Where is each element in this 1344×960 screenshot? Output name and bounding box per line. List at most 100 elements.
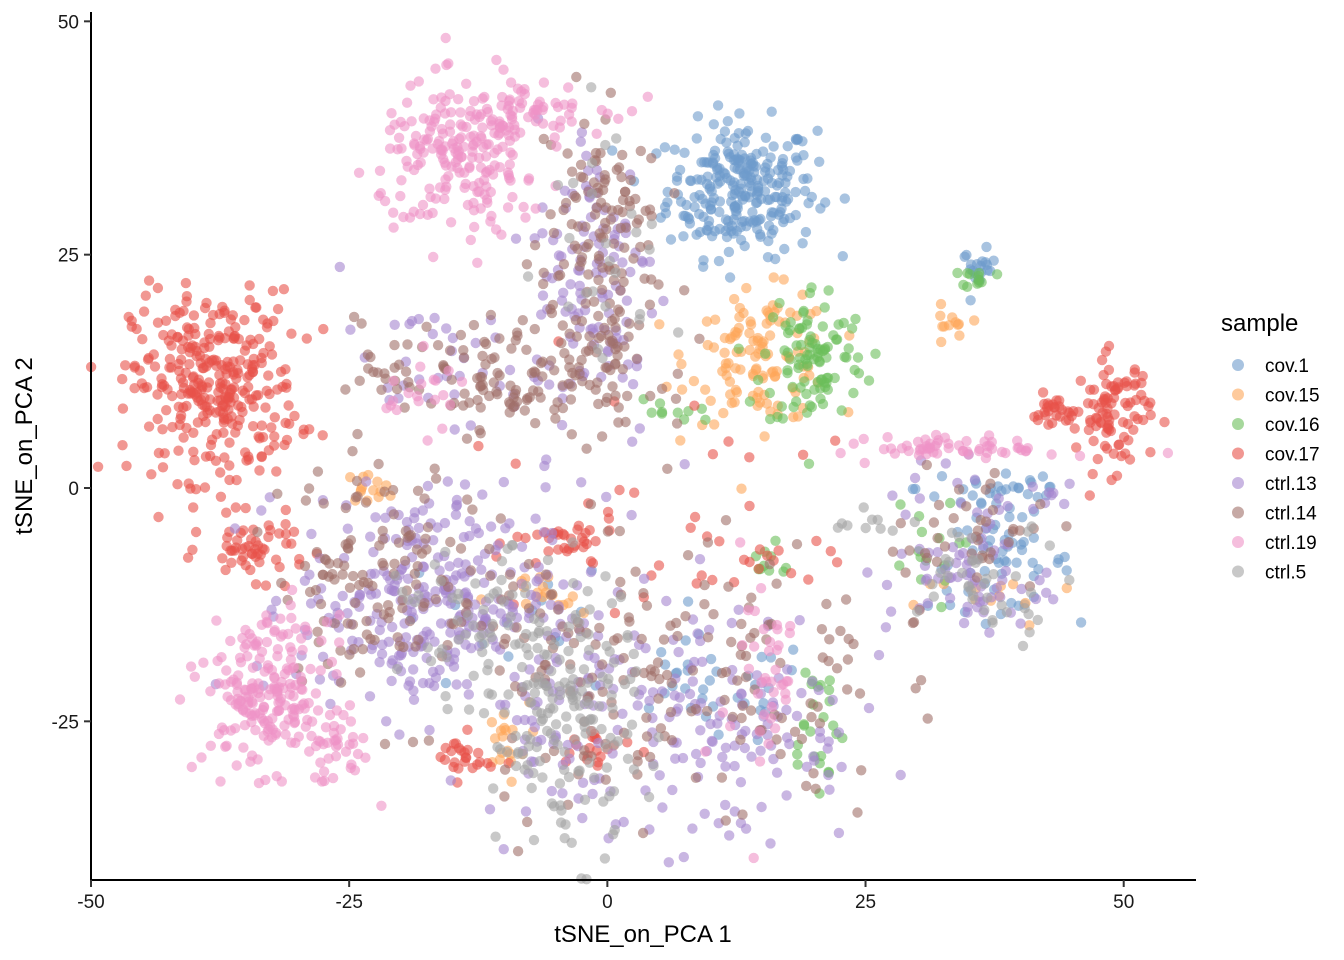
data-point <box>798 307 809 318</box>
data-point <box>479 189 490 200</box>
data-point <box>656 406 668 418</box>
data-point <box>601 491 612 503</box>
data-point <box>415 361 426 372</box>
data-point <box>259 544 270 555</box>
data-point <box>997 574 1008 586</box>
data-point <box>739 742 750 754</box>
data-point <box>538 77 550 88</box>
data-point <box>559 677 570 688</box>
data-point <box>635 145 646 157</box>
data-point <box>556 419 568 431</box>
data-point <box>622 737 633 748</box>
data-point <box>399 402 410 413</box>
data-point <box>1087 468 1098 480</box>
data-point <box>499 791 510 802</box>
data-point <box>442 703 453 715</box>
data-point <box>225 314 237 325</box>
data-point <box>808 768 819 779</box>
data-point <box>625 673 636 685</box>
data-point <box>940 553 951 565</box>
data-point <box>428 251 439 263</box>
data-point <box>335 645 346 656</box>
data-point <box>755 583 767 594</box>
data-point <box>593 274 604 286</box>
data-point <box>670 617 682 629</box>
data-point <box>1032 614 1044 626</box>
data-point <box>600 238 612 249</box>
data-point <box>1037 471 1049 482</box>
data-point <box>728 214 739 225</box>
data-point <box>158 329 169 341</box>
data-point <box>1024 627 1035 638</box>
data-point <box>459 756 470 767</box>
data-point <box>708 609 719 620</box>
data-point <box>597 262 608 273</box>
data-point <box>755 745 766 756</box>
data-point <box>388 375 399 387</box>
data-point <box>563 771 575 783</box>
data-point <box>537 290 549 301</box>
data-point <box>392 632 403 643</box>
data-point <box>173 401 184 412</box>
data-point <box>502 202 514 213</box>
data-point <box>466 643 477 654</box>
data-point <box>436 123 447 135</box>
data-point <box>478 604 489 615</box>
data-point <box>381 716 392 727</box>
data-point <box>570 370 581 381</box>
data-point <box>312 705 324 716</box>
data-point <box>318 498 329 509</box>
data-point <box>368 366 379 378</box>
data-point <box>561 546 573 557</box>
data-point <box>300 621 311 632</box>
data-point <box>581 443 592 454</box>
data-point <box>682 550 694 561</box>
data-point <box>673 327 684 338</box>
legend-item-ctrl.13: ctrl.13 <box>1232 474 1317 495</box>
data-point <box>669 690 680 701</box>
data-point <box>824 634 835 645</box>
data-point <box>230 723 241 734</box>
data-point <box>398 641 409 653</box>
data-point <box>272 303 284 315</box>
data-point <box>334 261 345 273</box>
data-point <box>626 106 638 117</box>
data-point <box>707 158 718 169</box>
data-point <box>945 497 956 509</box>
data-point <box>1014 525 1025 536</box>
legend-label: cov.17 <box>1265 445 1320 466</box>
data-point <box>417 505 428 516</box>
data-point <box>561 723 573 735</box>
data-point <box>641 731 653 742</box>
data-point <box>529 323 540 335</box>
data-point <box>616 171 627 183</box>
data-point <box>354 375 365 386</box>
data-point <box>447 332 459 344</box>
data-point <box>449 424 460 435</box>
data-point <box>488 604 499 615</box>
data-point <box>164 353 176 365</box>
data-point <box>556 337 567 349</box>
data-point <box>428 374 439 385</box>
data-point <box>981 241 992 253</box>
data-point <box>486 717 498 728</box>
data-point <box>148 349 159 360</box>
data-point <box>459 479 471 490</box>
data-point <box>184 359 195 370</box>
data-point <box>839 351 850 363</box>
data-point <box>982 440 993 452</box>
data-point <box>528 834 540 846</box>
data-point <box>613 204 624 216</box>
data-point <box>296 633 307 644</box>
data-point <box>289 410 300 422</box>
data-point <box>563 82 574 93</box>
data-point <box>219 305 230 316</box>
data-point <box>939 541 951 552</box>
data-point <box>676 358 687 370</box>
data-point <box>848 638 859 650</box>
data-point <box>278 284 290 295</box>
data-point <box>911 606 923 617</box>
data-point <box>267 285 279 297</box>
data-point <box>862 567 873 578</box>
data-point <box>389 579 400 590</box>
